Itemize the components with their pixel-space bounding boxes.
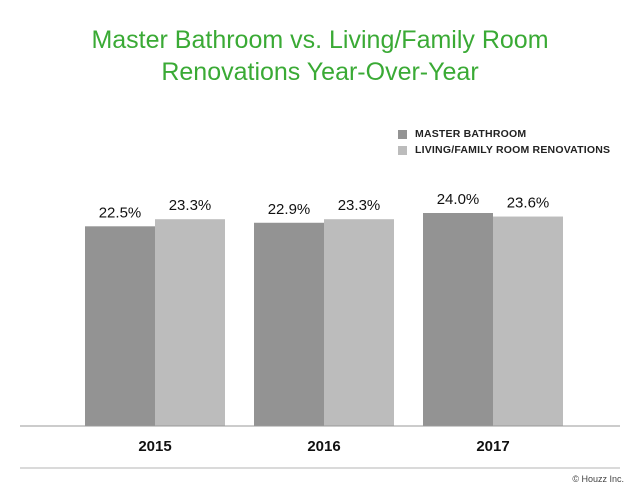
bar-2015-series-2 [155, 219, 225, 426]
data-label-2016-series-1: 22.9% [268, 201, 311, 218]
data-label-2015-series-2: 23.3% [169, 197, 212, 214]
data-label-2017-series-2: 23.6% [507, 195, 550, 212]
bar-2016-series-1 [254, 222, 324, 426]
bar-2015-series-1 [85, 226, 155, 426]
copyright-credit: © Houzz Inc. [572, 474, 624, 484]
bar-2016-series-2 [324, 219, 394, 426]
chart-title-line1: Master Bathroom vs. Living/Family Room [91, 26, 549, 54]
x-tick-label-2016: 2016 [307, 438, 340, 455]
bar-2017-series-2 [493, 216, 563, 426]
legend-swatch-living-family-room [398, 145, 407, 155]
legend-label-living-family-room: LIVING/FAMILY ROOM RENOVATIONS [415, 144, 611, 156]
legend-label-master-bathroom: MASTER BATHROOM [415, 128, 527, 140]
legend-item-master-bathroom: MASTER BATHROOM [398, 126, 610, 142]
data-label-2016-series-2: 23.3% [338, 197, 381, 214]
bar-2017-series-1 [423, 213, 493, 426]
chart-legend: MASTER BATHROOM LIVING/FAMILY ROOM RENOV… [398, 126, 610, 158]
x-tick-label-2015: 2015 [138, 438, 171, 455]
x-tick-label-2017: 2017 [476, 438, 509, 455]
data-label-2017-series-1: 24.0% [437, 191, 480, 208]
chart-title: Master Bathroom vs. Living/Family Room R… [0, 24, 640, 88]
data-label-2015-series-1: 22.5% [99, 204, 142, 221]
legend-item-living-family-room: LIVING/FAMILY ROOM RENOVATIONS [398, 142, 610, 158]
legend-swatch-master-bathroom [398, 129, 407, 139]
chart-title-line2: Renovations Year-Over-Year [161, 58, 479, 86]
